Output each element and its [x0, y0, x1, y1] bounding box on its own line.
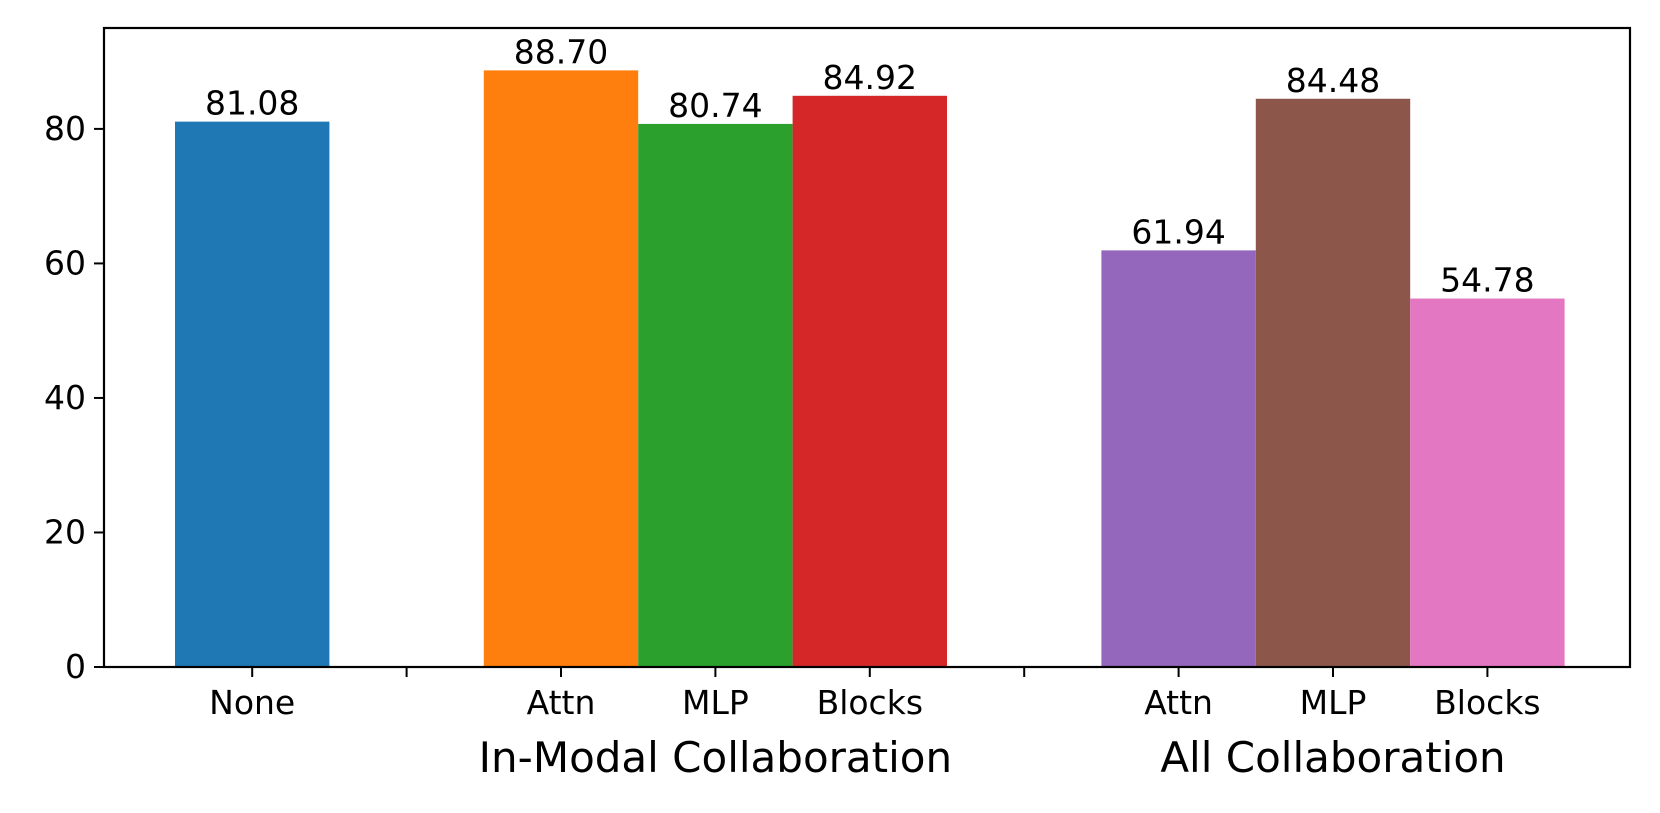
x-tick-label: Attn [1144, 683, 1213, 722]
y-tick-label: 80 [44, 109, 86, 148]
x-tick-label: Blocks [817, 683, 923, 722]
axes-frame [102, 26, 1632, 669]
bar-in-modal-blocks [792, 95, 947, 667]
bar-all-mlp [1255, 98, 1411, 667]
x-tick-label: Blocks [1434, 683, 1540, 722]
y-tick-label: 40 [44, 378, 86, 417]
plot-area: 81.08 88.70 80.74 84.92 61.94 84.48 54.78 [175, 32, 1565, 668]
x-tick-label: MLP [682, 683, 749, 722]
bar-value-label: 84.48 [1286, 61, 1380, 100]
bar-value-label: 88.70 [514, 32, 608, 71]
y-axis: 0 20 40 60 80 [44, 109, 104, 686]
y-tick-label: 20 [44, 512, 86, 551]
bar-value-label: 81.08 [205, 84, 299, 123]
bar-all-blocks [1410, 298, 1565, 667]
bar-all-attn [1101, 250, 1256, 667]
group-label: In-Modal Collaboration [479, 733, 952, 782]
x-tick-label: MLP [1300, 683, 1367, 722]
bar-value-label: 54.78 [1440, 261, 1534, 300]
x-axis: None Attn MLP Blocks In-Modal Collaboration A… [209, 667, 1541, 782]
bar-in-modal-attn [483, 70, 639, 667]
x-tick-label: None [209, 683, 295, 722]
group-label: All Collaboration [1160, 733, 1505, 782]
bar-value-label: 80.74 [668, 86, 762, 125]
x-tick-label: Attn [527, 683, 596, 722]
bar-none [175, 121, 330, 668]
bar-value-label: 61.94 [1131, 212, 1225, 251]
y-tick-label: 0 [65, 647, 86, 686]
bar-in-modal-mlp [638, 123, 793, 668]
bar-value-label: 84.92 [823, 58, 917, 97]
y-tick-label: 60 [44, 243, 86, 282]
